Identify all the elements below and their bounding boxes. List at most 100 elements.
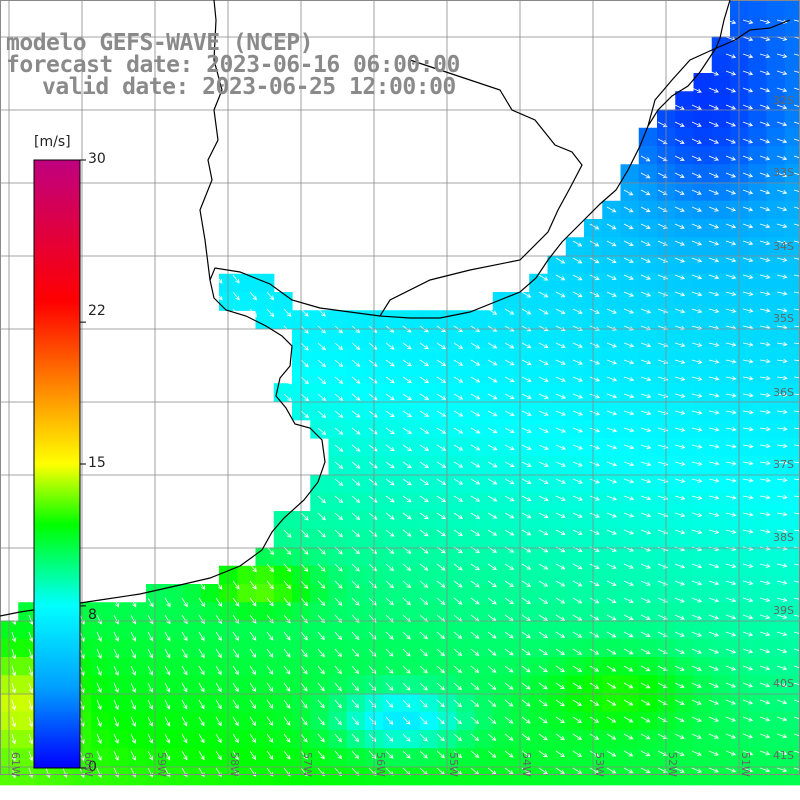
wind-arrow <box>317 342 327 351</box>
wind-arrow <box>385 699 394 708</box>
wind-arrow <box>385 359 395 367</box>
wind-speed-cell <box>784 474 800 494</box>
wind-arrow <box>708 342 720 347</box>
wind-arrow <box>589 359 601 365</box>
wind-speed-cell <box>584 255 603 275</box>
wind-arrow <box>385 733 394 742</box>
wind-arrow <box>623 716 634 723</box>
wind-arrow <box>623 750 634 757</box>
wind-arrow <box>232 291 240 301</box>
wind-speed-cell <box>711 127 731 147</box>
wind-speed-cell <box>584 766 603 786</box>
wind-speed-cell <box>273 547 293 567</box>
wind-speed-cell <box>456 711 476 731</box>
wind-arrow <box>691 699 702 705</box>
wind-arrow <box>589 376 601 382</box>
wind-arrow <box>487 563 497 570</box>
wind-speed-cell <box>310 620 330 640</box>
wind-speed-cell <box>748 766 768 786</box>
wind-speed-cell <box>365 675 384 695</box>
wind-speed-cell <box>365 401 384 421</box>
wind-speed-cell <box>602 602 622 622</box>
wind-speed-cell <box>474 620 494 640</box>
wind-arrow <box>266 733 274 743</box>
wind-speed-cell <box>748 529 768 549</box>
wind-speed-cell <box>748 310 768 330</box>
wind-arrow <box>538 682 548 690</box>
wind-speed-cell <box>310 602 330 622</box>
wind-arrow <box>198 580 206 590</box>
wind-arrow <box>334 427 344 435</box>
wind-speed-cell <box>766 730 786 749</box>
wind-arrow <box>793 478 800 481</box>
wind-arrow <box>691 733 702 739</box>
wind-speed-cell <box>766 73 786 92</box>
wind-arrow <box>623 444 635 450</box>
wind-speed-cell <box>292 511 311 530</box>
wind-arrow <box>725 291 737 296</box>
wind-speed-cell <box>511 675 530 695</box>
wind-speed-cell <box>784 711 800 731</box>
wind-arrow <box>691 648 702 654</box>
wind-arrow <box>300 376 310 385</box>
wind-arrow <box>555 308 566 315</box>
wind-arrow <box>487 410 498 417</box>
wind-arrow <box>521 665 531 673</box>
wind-arrow <box>776 494 788 500</box>
wind-arrow <box>589 529 600 535</box>
wind-arrow <box>742 172 754 178</box>
wind-speed-cell <box>748 492 768 512</box>
wind-arrow <box>504 376 515 383</box>
wind-arrow <box>793 155 800 161</box>
wind-arrow <box>368 682 377 692</box>
wind-arrow <box>640 580 651 586</box>
wind-arrow <box>725 206 737 212</box>
wind-speed-cell <box>438 620 457 640</box>
wind-arrow <box>657 206 668 212</box>
wind-arrow <box>453 478 464 485</box>
wind-speed-cell <box>565 620 585 640</box>
wind-speed-cell <box>711 54 731 74</box>
wind-speed-cell <box>419 419 439 439</box>
wind-speed-cell <box>182 657 202 676</box>
wind-speed-cell <box>164 584 184 603</box>
wind-speed-cell <box>638 638 658 658</box>
wind-speed-cell <box>310 638 330 658</box>
wind-speed-cell <box>693 675 713 695</box>
wind-arrow <box>283 393 292 402</box>
wind-arrow <box>385 580 395 589</box>
wind-speed-cell <box>474 748 494 768</box>
wind-speed-cell <box>711 602 731 622</box>
wind-arrow <box>249 580 257 590</box>
wind-arrow <box>708 767 719 773</box>
wind-arrow <box>674 291 686 297</box>
wind-arrow <box>708 512 720 517</box>
wind-arrow <box>130 733 136 744</box>
wind-speed-cell <box>292 529 311 549</box>
wind-arrow <box>317 359 327 368</box>
wind-speed-cell <box>748 419 768 439</box>
wind-arrow <box>470 478 481 485</box>
wind-arrow <box>572 699 582 706</box>
wind-speed-cell <box>584 438 603 457</box>
wind-speed-cell <box>657 310 676 330</box>
wind-arrow <box>657 716 668 723</box>
wind-speed-cell <box>474 602 494 622</box>
wind-arrow <box>589 410 601 416</box>
wind-speed-cell <box>0 730 19 749</box>
wind-arrow <box>555 274 566 281</box>
wind-arrow <box>793 325 800 329</box>
wind-arrow <box>487 308 498 315</box>
wind-arrow <box>555 614 566 621</box>
wind-arrow <box>606 257 617 263</box>
wind-speed-cell <box>310 584 330 603</box>
wind-speed-cell <box>784 328 800 348</box>
wind-speed-cell <box>730 638 749 658</box>
wind-speed-cell <box>529 492 549 512</box>
wind-speed-cell <box>419 547 439 567</box>
wind-arrow <box>674 427 686 432</box>
wind-arrow <box>759 460 771 466</box>
wind-arrow <box>606 461 618 467</box>
wind-arrow <box>453 444 464 451</box>
wind-arrow <box>742 443 754 449</box>
